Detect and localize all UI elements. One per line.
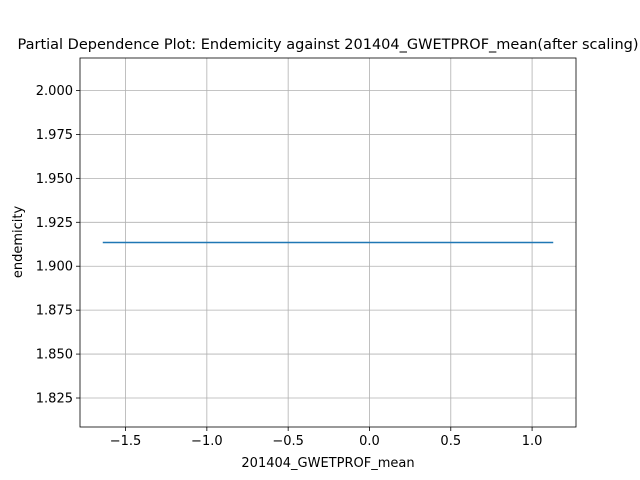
x-tick-label: 1.0: [522, 434, 543, 449]
y-tick-label: 1.900: [36, 260, 73, 275]
y-tick-label: 1.950: [36, 172, 73, 187]
y-tick-label: 1.875: [36, 304, 73, 319]
x-tick-label: −1.5: [110, 434, 142, 449]
y-tick-label: 1.825: [36, 392, 73, 407]
y-tick-label: 1.850: [36, 348, 73, 363]
y-tick-label: 1.975: [36, 128, 73, 143]
x-axis: −1.5 −1.0 −0.5 0.0 0.5 1.0: [110, 427, 543, 449]
x-tick-label: −1.0: [191, 434, 223, 449]
plot-frame: [79, 57, 577, 428]
x-tick-label: 0.5: [440, 434, 461, 449]
y-axis: 1.825 1.850 1.875 1.900 1.925 1.950 1.975 2.000: [36, 84, 80, 407]
y-tick-label: 1.925: [36, 216, 73, 231]
chart-title: Partial Dependence Plot: Endemicity agai…: [18, 37, 639, 53]
x-tick-label: 0.0: [359, 434, 380, 449]
y-axis-label: endemicity: [11, 206, 26, 279]
x-tick-label: −0.5: [272, 434, 304, 449]
y-tick-label: 2.000: [36, 84, 73, 99]
x-axis-label: 201404_GWETPROF_mean: [241, 456, 414, 471]
